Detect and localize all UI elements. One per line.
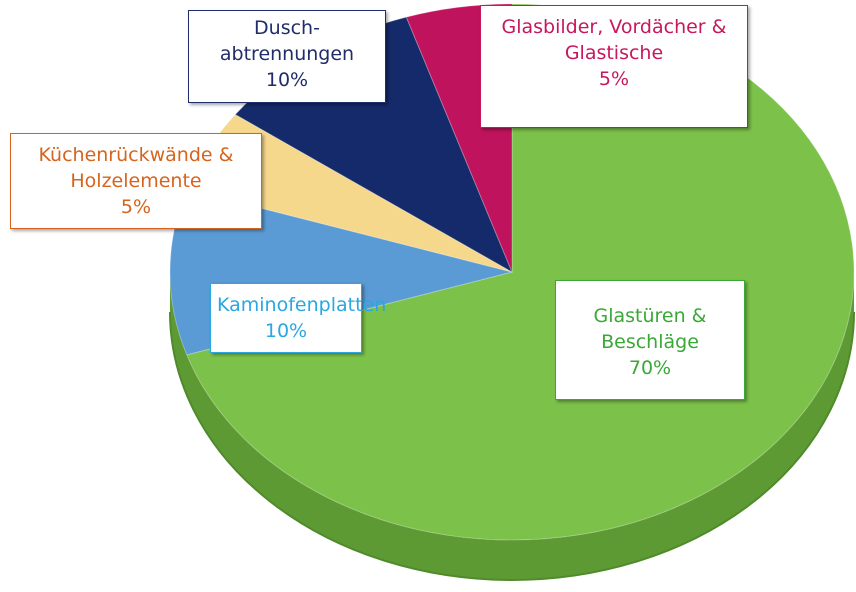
- value-label: 5%: [120, 196, 152, 218]
- value-label: 10%: [265, 69, 309, 91]
- category-label: Dusch-abtrennungen: [219, 17, 355, 65]
- data-label: Kaminofenplatten 10%: [210, 283, 387, 353]
- category-label: Glastüren & Beschläge: [593, 305, 707, 353]
- category-label: Kaminofenplatten: [217, 294, 387, 316]
- data-label: Küchenrückwände & Holzelemente 5%: [10, 133, 262, 229]
- data-label: Glasbilder, Vordächer & Glastische 5%: [480, 5, 748, 128]
- value-label: 5%: [598, 68, 630, 90]
- data-label: Dusch-abtrennungen 10%: [188, 10, 386, 103]
- value-label: 70%: [628, 357, 672, 379]
- category-label: Glasbilder, Vordächer & Glastische: [501, 16, 727, 64]
- pie-side: [169, 311, 855, 581]
- value-label: 10%: [264, 320, 308, 342]
- data-label: Glastüren & Beschläge 70%: [555, 280, 745, 400]
- category-label: Küchenrückwände & Holzelemente: [38, 144, 234, 192]
